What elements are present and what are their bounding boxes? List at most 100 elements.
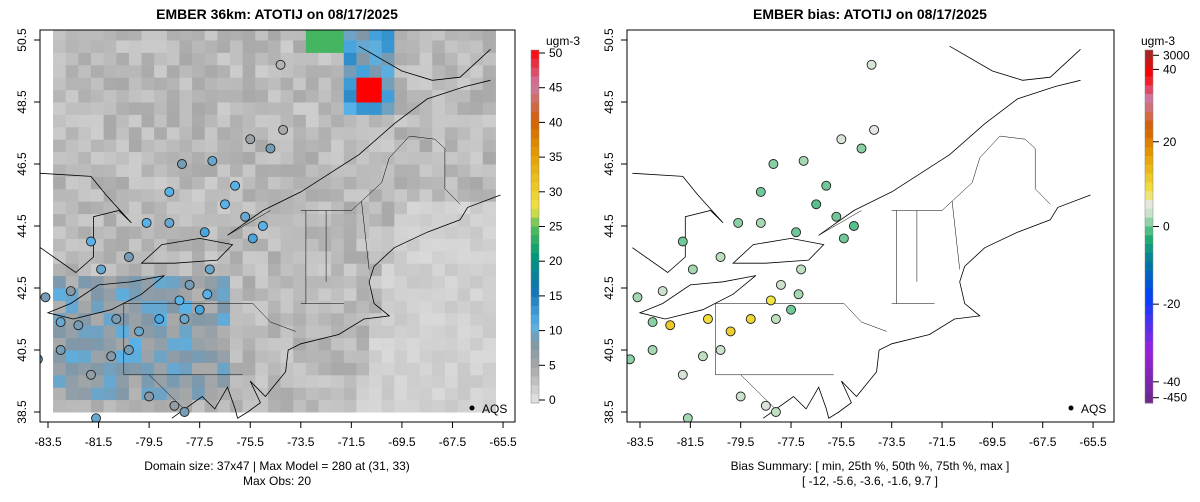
model-cell (369, 226, 383, 239)
model-cell (343, 362, 357, 376)
colorbar-tick-label: -40 (1163, 375, 1181, 389)
model-cell (154, 114, 168, 128)
model-cell (154, 126, 168, 140)
model-cell (179, 89, 193, 103)
station-marker (73, 320, 84, 331)
model-cell (204, 77, 218, 91)
model-cell (166, 102, 180, 115)
model-cell (179, 126, 193, 140)
model-cell (217, 40, 231, 53)
model-cell (419, 89, 433, 103)
model-cell (482, 374, 496, 388)
model-cell (331, 399, 345, 413)
model-cell (293, 238, 307, 252)
lake-ontario (140, 237, 234, 264)
station-marker (220, 199, 230, 210)
model-cell (179, 387, 193, 401)
model-cell (406, 176, 421, 190)
model-cell (432, 300, 446, 314)
model-cell (318, 139, 332, 153)
model-cell (280, 139, 294, 153)
model-cell (65, 226, 79, 239)
model-cell (381, 126, 395, 140)
model-cell (267, 374, 282, 388)
model-cell (230, 312, 244, 326)
model-cell (78, 201, 92, 215)
model-cell (331, 151, 345, 165)
model-cell (482, 325, 496, 339)
model-cell (482, 399, 496, 413)
model-cell (356, 89, 370, 103)
model-cell (242, 102, 256, 115)
colorbar-segment (531, 314, 539, 325)
model-cell (267, 40, 282, 53)
bias-colorbar-units: ugm-3 (1141, 34, 1175, 48)
colorbar-segment (531, 323, 539, 333)
station-marker (230, 180, 241, 191)
model-cell (381, 176, 395, 190)
station-marker (657, 286, 668, 297)
model-cell (280, 40, 294, 53)
model-cell (230, 213, 244, 227)
station-marker (715, 345, 726, 355)
model-cell (394, 164, 408, 177)
model-cell (217, 126, 231, 140)
model-cell (242, 30, 256, 41)
model-cell (141, 102, 155, 115)
model-panel: Domain size: 37x47 | Max Model = 280 at … (15, 6, 580, 488)
colorbar-segment (1145, 102, 1153, 113)
model-cell (154, 263, 168, 277)
model-cell (192, 275, 206, 289)
model-cell (343, 399, 357, 413)
model-cell (482, 300, 496, 314)
model-cell (318, 300, 332, 314)
model-cell (217, 30, 231, 41)
x-tick-label: -65.5 (1079, 435, 1107, 449)
model-cell (356, 337, 370, 351)
model-cell (331, 238, 345, 252)
model-cell (280, 226, 294, 239)
model-cell (103, 362, 117, 376)
model-cell (166, 52, 180, 66)
x-tick-label: -69.5 (979, 435, 1007, 449)
model-cell (166, 151, 180, 165)
model-cell (318, 374, 332, 388)
model-cell (128, 362, 143, 376)
model-cell (381, 387, 395, 401)
model-cell (204, 102, 218, 115)
model-cell (457, 275, 471, 289)
model-cell (482, 40, 496, 53)
model-cell (331, 102, 345, 115)
model-cell (255, 151, 269, 165)
model-cell (305, 176, 319, 190)
station-marker (179, 314, 190, 324)
colorbar-segment (531, 394, 539, 404)
model-cell (242, 176, 256, 190)
model-cell (267, 250, 282, 264)
model-cell (78, 40, 92, 53)
model-cell (419, 52, 433, 66)
colorbar-segment (531, 138, 539, 148)
colorbar-segment (1145, 147, 1153, 157)
model-cell (444, 288, 459, 301)
model-cell (444, 250, 459, 264)
model-cell (356, 387, 370, 401)
model-cell (293, 226, 307, 239)
model-cell (217, 374, 231, 388)
model-cell (457, 188, 471, 202)
model-cell (90, 250, 105, 264)
model-cell (331, 387, 345, 401)
legend-aqs-label: AQS (1081, 402, 1106, 416)
station-marker (725, 326, 736, 337)
model-cell (331, 312, 345, 326)
model-cell (141, 114, 155, 128)
model-cell (103, 226, 117, 239)
model-cell (419, 374, 433, 388)
station-marker (55, 317, 66, 328)
station-marker (65, 286, 76, 297)
model-cell (394, 114, 408, 128)
model-cell (65, 52, 79, 66)
model-cell (470, 201, 484, 215)
y-tick-label: 50.5 (602, 28, 616, 52)
model-cell (53, 238, 67, 252)
